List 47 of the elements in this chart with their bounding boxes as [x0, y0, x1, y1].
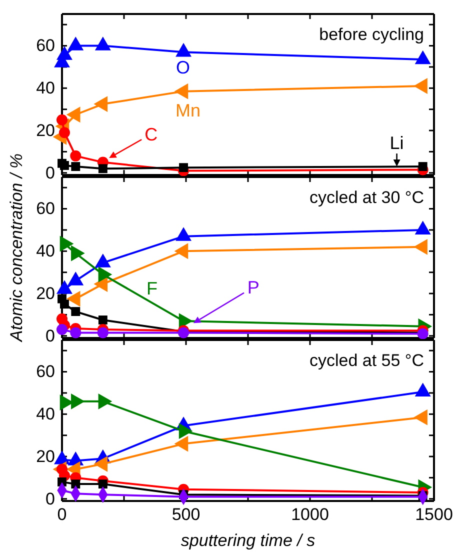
point: [56, 324, 68, 336]
y-tick-label: 0: [46, 163, 55, 182]
point: [98, 480, 108, 489]
annotation: Li: [390, 132, 404, 153]
annotation: Mn: [175, 100, 201, 120]
y-tick-label: 20: [36, 284, 55, 303]
annotation: O: [176, 57, 190, 78]
text: cycled at 30 °C: [309, 188, 424, 207]
point: [97, 327, 108, 338]
text: cycled at 55 °C: [309, 351, 424, 370]
y-tick-label: 60: [36, 362, 55, 382]
point: [68, 36, 84, 50]
point: [60, 300, 69, 309]
x-axis-title: sputtering time / s: [180, 531, 316, 550]
x-tick-label: 1000: [291, 505, 329, 524]
point: [179, 163, 188, 172]
y-axis-title: Atomic concentration / %: [7, 153, 26, 343]
point: [176, 42, 192, 57]
y-tick-label: 60: [36, 36, 55, 56]
point: [414, 50, 431, 64]
point: [98, 164, 108, 174]
point: [60, 160, 69, 170]
point: [58, 127, 70, 138]
y-tick-label: 40: [36, 78, 55, 98]
point: [71, 480, 80, 489]
x-tick-label: 1500: [415, 505, 453, 524]
text: before cycling: [319, 25, 424, 44]
point: [418, 162, 428, 171]
y-tick-label: 20: [36, 120, 55, 140]
annotation: C: [144, 124, 158, 144]
x-tick-label: 500: [172, 505, 200, 524]
y-tick-label: 20: [36, 446, 55, 466]
y-tick-label: 60: [36, 199, 55, 218]
y-tick-label: 40: [36, 242, 55, 261]
point: [70, 150, 82, 162]
annotation: P: [247, 277, 260, 298]
point: [70, 327, 82, 338]
point: [56, 46, 72, 60]
point: [56, 114, 68, 126]
y-tick-label: 0: [46, 489, 55, 508]
point: [71, 162, 80, 171]
point: [98, 316, 108, 324]
y-tick-label: 40: [36, 404, 55, 424]
annotation: F: [146, 278, 158, 298]
point: [71, 307, 80, 316]
y-tick-label: 0: [46, 326, 55, 346]
point: [94, 36, 111, 50]
